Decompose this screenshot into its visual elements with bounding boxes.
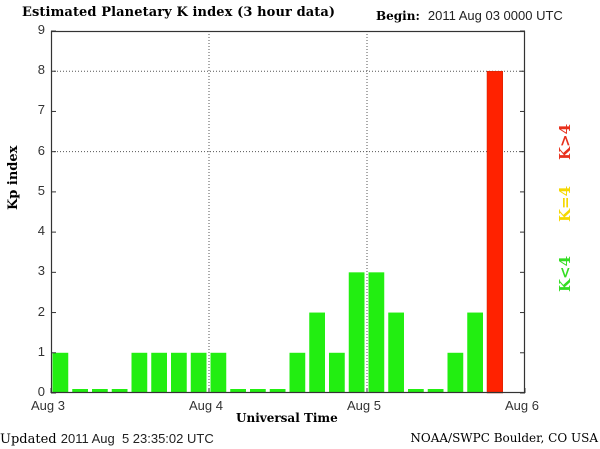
x-tick-label: Aug 4 <box>189 398 223 413</box>
kp-bar <box>171 352 187 393</box>
y-tick-label: 8 <box>37 62 45 78</box>
begin-info: Begin: 2011 Aug 03 0000 UTC <box>376 8 563 23</box>
kp-bar <box>289 352 306 393</box>
kp-bar <box>111 389 128 393</box>
credit-text: NOAA/SWPC Boulder, CO USA <box>410 431 598 445</box>
x-tick-label: Aug 3 <box>31 398 65 413</box>
kp-bar <box>447 352 464 393</box>
kp-bar <box>52 352 69 393</box>
kp-bar <box>250 389 266 393</box>
kp-bar <box>131 352 148 393</box>
kp-bar <box>309 312 325 393</box>
y-tick-label: 4 <box>37 223 45 239</box>
y-tick-label: 3 <box>37 263 45 279</box>
legend-high: K>4 <box>556 123 574 160</box>
legend-low: K<4 <box>556 255 574 292</box>
y-tick-label: 0 <box>37 384 45 399</box>
kp-bar <box>230 389 246 393</box>
kp-bar <box>467 312 483 393</box>
x-tick-label: Aug 6 <box>505 398 539 413</box>
x-axis-label: Universal Time <box>236 411 338 425</box>
begin-label: Begin: <box>376 9 420 23</box>
kp-bar <box>427 389 444 393</box>
kp-bar <box>329 352 345 393</box>
kp-bar <box>72 389 88 393</box>
kp-bar <box>151 352 167 393</box>
updated-value: 2011 Aug 5 23:35:02 UTC <box>60 431 214 446</box>
kp-bar <box>190 352 207 393</box>
y-tick-label: 2 <box>37 303 45 319</box>
kp-bar <box>388 312 404 393</box>
kp-bar <box>486 70 503 394</box>
updated-info: Updated 2011 Aug 5 23:35:02 UTC <box>0 431 214 447</box>
kp-bar <box>92 389 108 393</box>
y-tick-label: 7 <box>37 102 45 118</box>
y-tick-label: 5 <box>37 182 45 198</box>
y-tick-label: 9 <box>37 22 45 37</box>
updated-label: Updated <box>0 432 57 447</box>
kp-bar <box>210 352 227 393</box>
chart-title: Estimated Planetary K index (3 hour data… <box>22 5 336 20</box>
plot-frame <box>50 30 526 394</box>
kp-bar <box>408 389 424 393</box>
y-tick-label: 1 <box>37 343 45 359</box>
y-tick-label: 6 <box>37 142 45 158</box>
kp-bar <box>368 272 385 393</box>
kp-bar <box>348 272 365 393</box>
kp-bar <box>269 389 286 393</box>
x-tick-label: Aug 5 <box>347 398 381 413</box>
legend-mid: K=4 <box>556 185 574 222</box>
begin-value: 2011 Aug 03 0000 UTC <box>427 8 563 23</box>
